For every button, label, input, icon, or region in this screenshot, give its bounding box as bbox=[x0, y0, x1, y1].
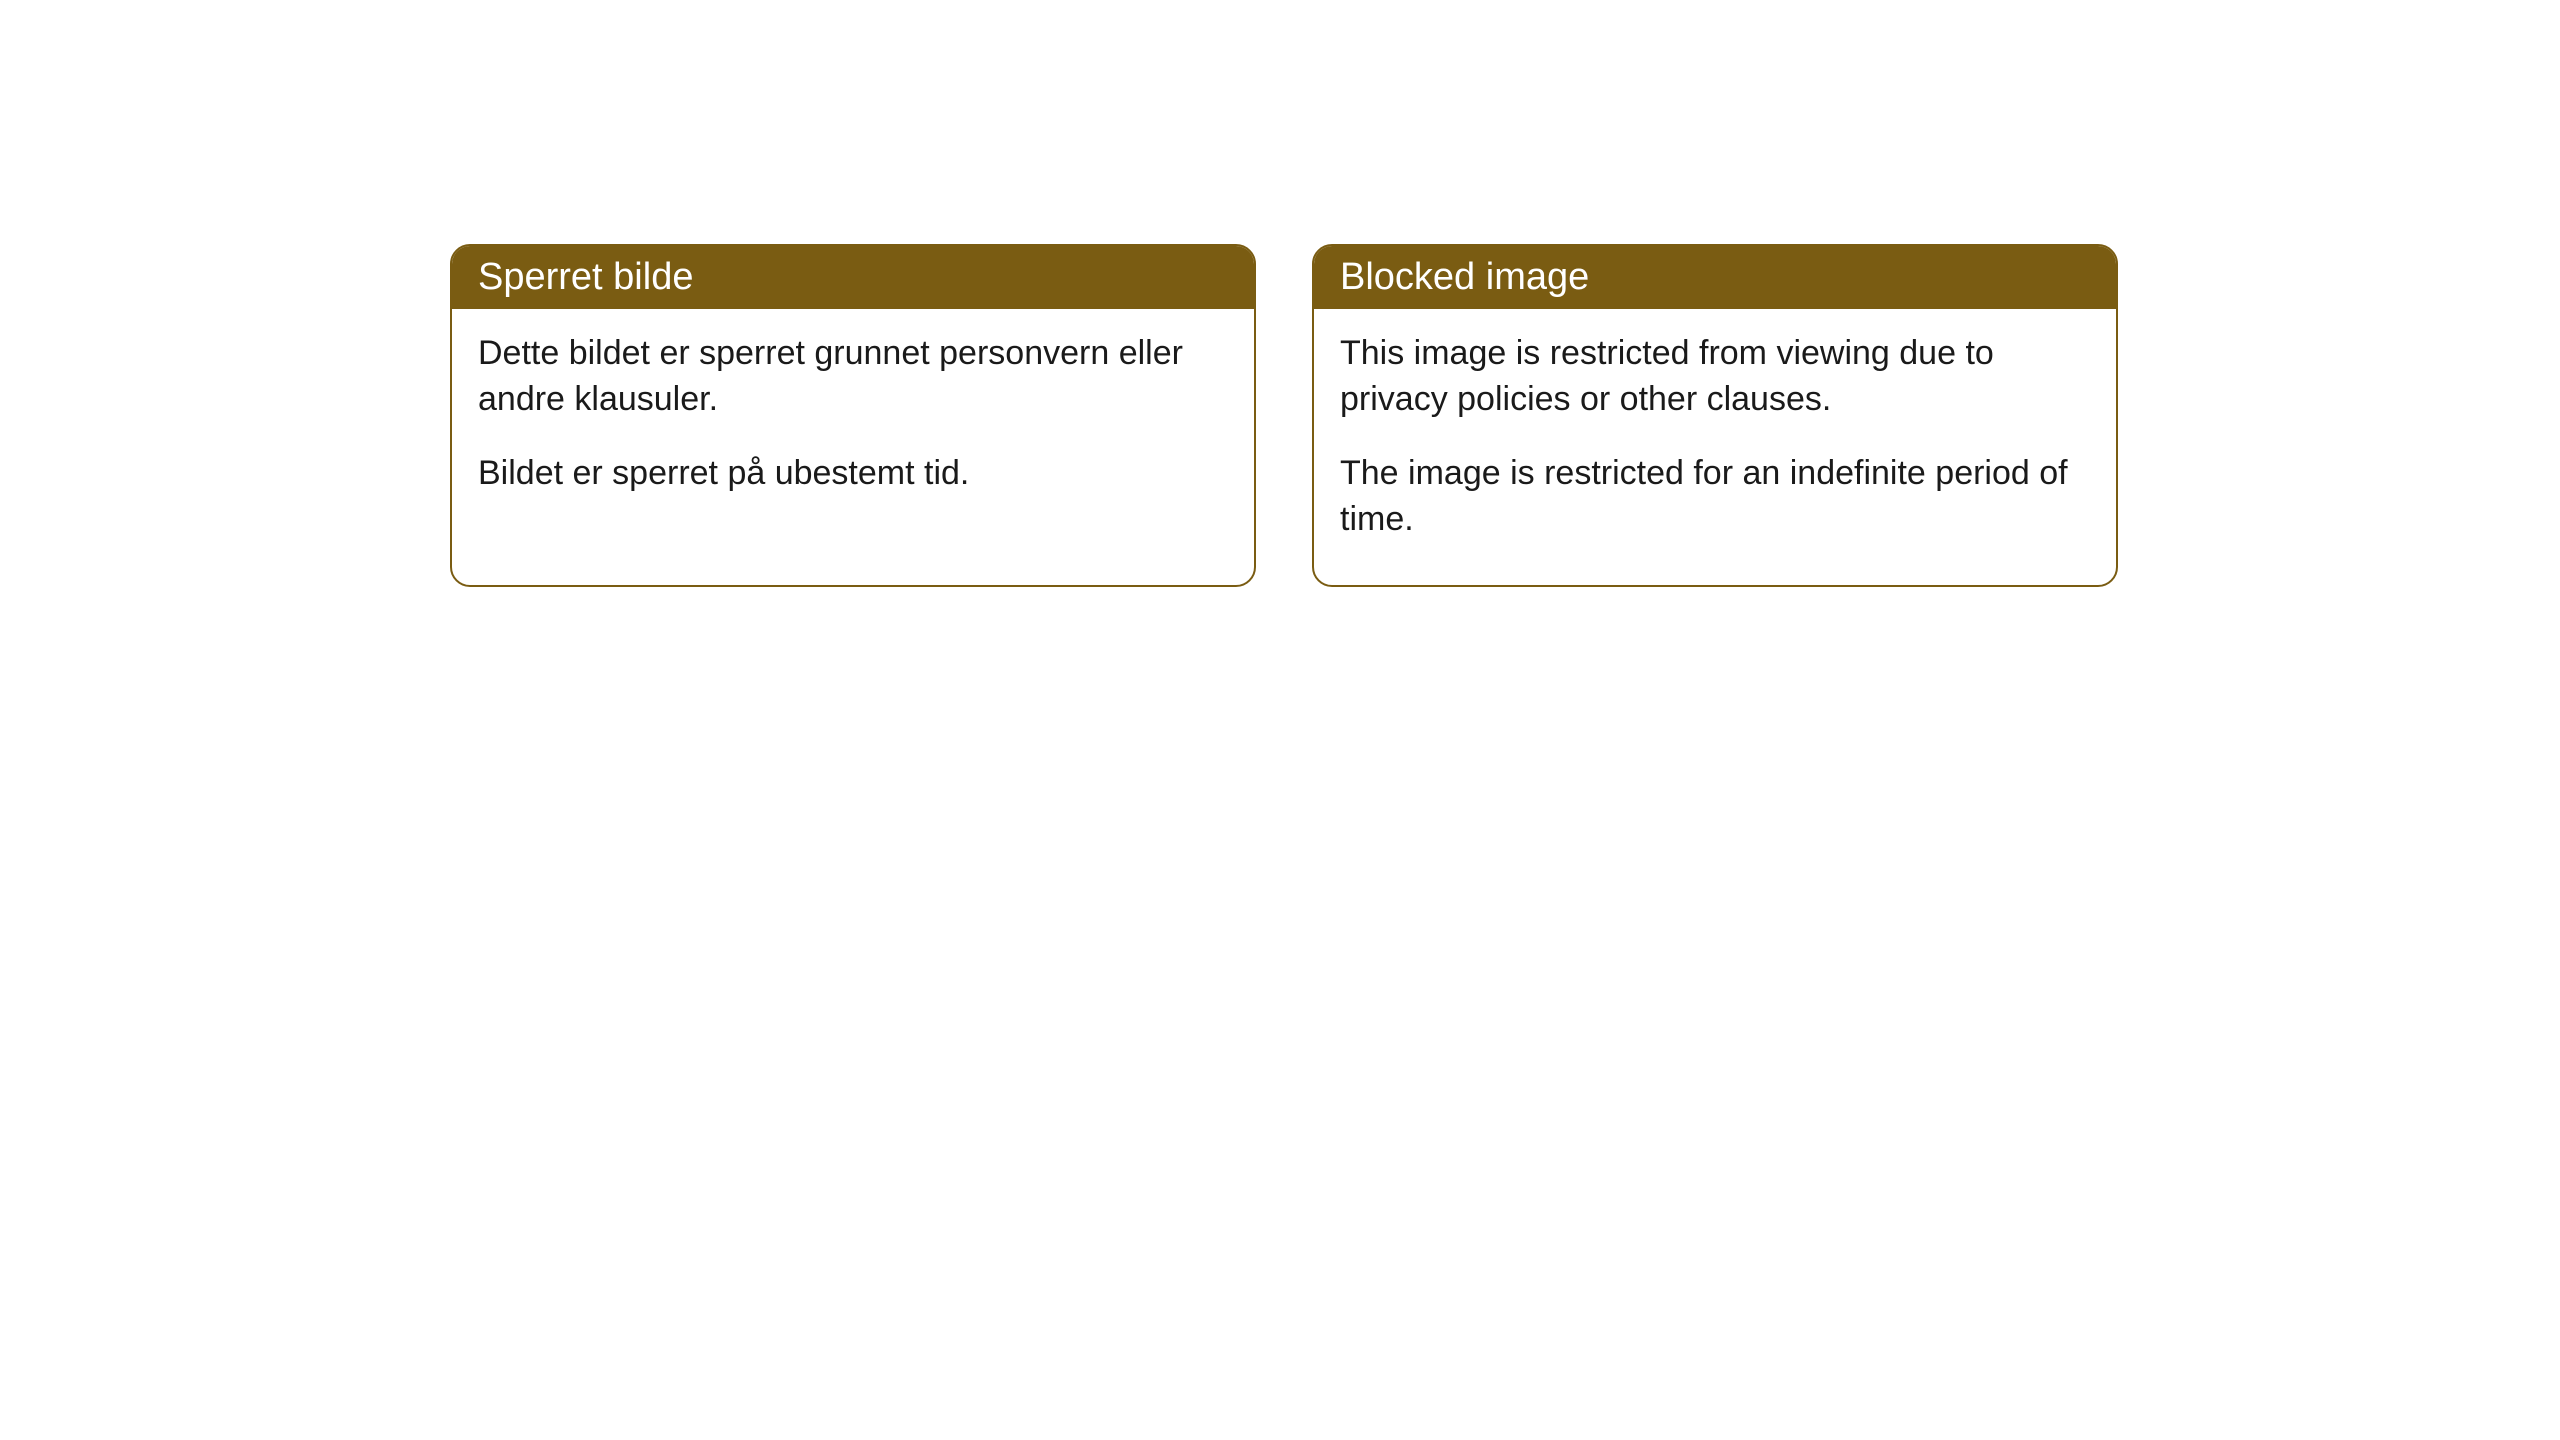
card-paragraph: Dette bildet er sperret grunnet personve… bbox=[478, 331, 1228, 423]
card-paragraph: The image is restricted for an indefinit… bbox=[1340, 451, 2090, 543]
card-paragraph: This image is restricted from viewing du… bbox=[1340, 331, 2090, 423]
blocked-image-card-english: Blocked image This image is restricted f… bbox=[1312, 244, 2118, 587]
card-title: Sperret bilde bbox=[478, 256, 693, 298]
card-body: This image is restricted from viewing du… bbox=[1314, 309, 2116, 585]
card-header: Sperret bilde bbox=[452, 246, 1254, 309]
notice-cards-container: Sperret bilde Dette bildet er sperret gr… bbox=[450, 244, 2118, 587]
blocked-image-card-norwegian: Sperret bilde Dette bildet er sperret gr… bbox=[450, 244, 1256, 587]
card-body: Dette bildet er sperret grunnet personve… bbox=[452, 309, 1254, 539]
card-paragraph: Bildet er sperret på ubestemt tid. bbox=[478, 451, 1228, 497]
card-title: Blocked image bbox=[1340, 256, 1589, 298]
card-header: Blocked image bbox=[1314, 246, 2116, 309]
